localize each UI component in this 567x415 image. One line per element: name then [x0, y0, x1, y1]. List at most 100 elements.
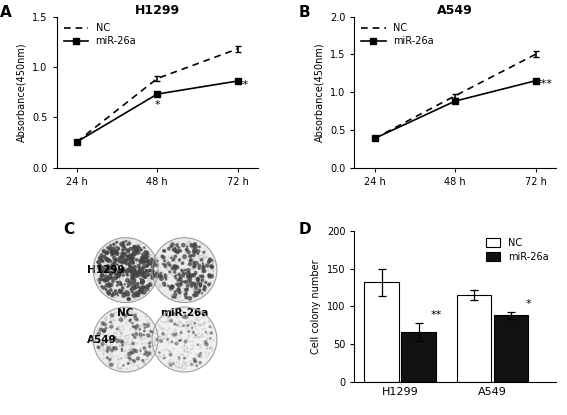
- Point: [130, 311, 139, 317]
- Point: [133, 323, 142, 330]
- Point: [138, 291, 147, 298]
- Point: [121, 247, 130, 254]
- Point: [149, 269, 158, 276]
- Point: [187, 252, 196, 259]
- Point: [143, 263, 152, 269]
- Point: [155, 283, 164, 289]
- Point: [184, 328, 193, 335]
- Point: [191, 263, 200, 270]
- Point: [133, 283, 142, 290]
- Point: [175, 271, 184, 278]
- Point: [124, 295, 133, 302]
- Point: [112, 352, 121, 359]
- Point: [184, 241, 193, 248]
- Point: [170, 310, 179, 317]
- Point: [108, 361, 117, 367]
- Point: [188, 327, 197, 334]
- Point: [205, 271, 214, 278]
- Point: [193, 312, 202, 318]
- Point: [138, 287, 147, 293]
- Point: [113, 273, 122, 280]
- Point: [180, 292, 189, 299]
- Point: [102, 264, 111, 271]
- Point: [172, 340, 181, 347]
- Point: [132, 271, 141, 277]
- Point: [164, 260, 173, 267]
- Point: [139, 264, 148, 271]
- Text: ***: ***: [536, 79, 552, 89]
- Point: [108, 261, 117, 268]
- Point: [115, 258, 124, 265]
- Point: [142, 356, 151, 362]
- Point: [168, 283, 177, 289]
- Point: [109, 294, 118, 300]
- Point: [163, 335, 172, 342]
- Point: [191, 241, 200, 247]
- Point: [113, 325, 122, 332]
- Point: [120, 339, 129, 346]
- Point: [146, 352, 155, 358]
- Point: [198, 320, 207, 327]
- Point: [145, 320, 154, 327]
- Point: [172, 242, 181, 249]
- Point: [177, 264, 187, 271]
- Point: [172, 364, 181, 371]
- Point: [135, 246, 144, 252]
- Point: [144, 321, 153, 328]
- Point: [168, 255, 177, 262]
- Point: [205, 324, 214, 331]
- Point: [136, 287, 145, 293]
- Point: [175, 248, 184, 255]
- Point: [180, 267, 189, 273]
- Point: [200, 325, 209, 332]
- Point: [205, 278, 214, 285]
- Point: [138, 279, 147, 286]
- Point: [183, 286, 192, 293]
- Point: [101, 325, 111, 332]
- Point: [171, 294, 180, 301]
- Point: [180, 341, 189, 348]
- Point: [122, 290, 131, 296]
- Point: [183, 322, 192, 329]
- Point: [158, 326, 167, 332]
- Point: [184, 277, 193, 284]
- Point: [94, 334, 103, 341]
- Point: [124, 249, 133, 256]
- Point: [109, 263, 119, 270]
- Point: [96, 255, 105, 261]
- Point: [142, 262, 151, 269]
- Point: [105, 356, 115, 363]
- Point: [144, 320, 153, 327]
- Point: [160, 261, 170, 268]
- Point: [117, 270, 126, 276]
- Point: [139, 334, 149, 341]
- Point: [172, 246, 181, 252]
- Point: [128, 271, 137, 278]
- Point: [201, 339, 210, 345]
- Point: [154, 321, 163, 327]
- Point: [120, 257, 129, 264]
- Point: [188, 337, 197, 344]
- Point: [137, 247, 146, 253]
- Point: [109, 290, 119, 297]
- Point: [162, 256, 171, 263]
- Point: [96, 283, 105, 289]
- Point: [104, 355, 113, 362]
- Point: [99, 284, 108, 291]
- Point: [128, 275, 137, 282]
- Point: [136, 336, 145, 342]
- Point: [178, 260, 187, 266]
- Point: [92, 265, 101, 271]
- Point: [172, 264, 181, 271]
- Point: [117, 241, 126, 247]
- Point: [176, 330, 185, 336]
- Point: [111, 262, 120, 269]
- Point: [181, 325, 190, 332]
- Point: [111, 287, 120, 294]
- Point: [197, 274, 206, 281]
- Point: [115, 276, 124, 283]
- Point: [119, 310, 128, 317]
- Point: [117, 260, 126, 267]
- Point: [207, 343, 216, 350]
- Point: [137, 333, 146, 340]
